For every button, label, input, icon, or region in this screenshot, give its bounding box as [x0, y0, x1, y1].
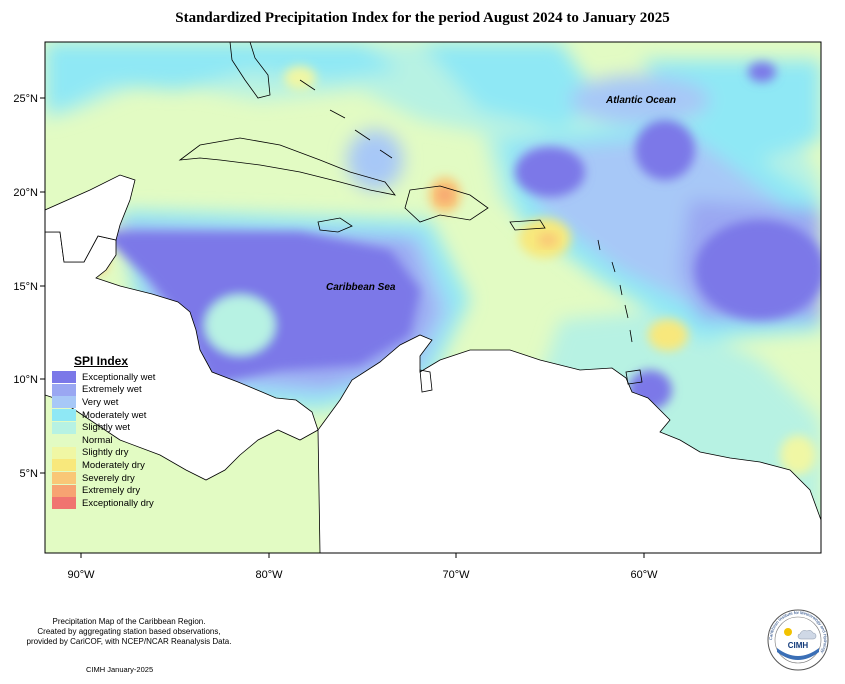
cloud-icon	[797, 630, 817, 640]
spi-map: 25°N 20°N 15°N 10°N 5°N 90°W 80°W 70°W 6…	[13, 41, 822, 581]
legend-item: Slightly dry	[52, 446, 212, 460]
legend-item: Moderately dry	[52, 459, 212, 472]
legend-item: Very wet	[52, 396, 212, 409]
spi-very-wet-cuba	[347, 130, 403, 190]
legend-item: Extremely dry	[52, 484, 212, 497]
lat-label-10: 10°N	[13, 374, 38, 386]
legend-swatch	[52, 459, 76, 472]
legend-item: Exceptionally dry	[52, 497, 212, 510]
label-caribbean-sea: Caribbean Sea	[326, 282, 396, 293]
island-cuba	[178, 137, 396, 196]
legend-label: Normal	[82, 434, 113, 446]
lon-label-80: 80°W	[255, 569, 283, 581]
lake-maracaibo	[419, 369, 433, 393]
map-frame	[44, 41, 822, 554]
spi-exceptionally-wet-ne	[748, 62, 776, 82]
legend-swatch	[52, 371, 76, 384]
legend-label: Extremely wet	[82, 384, 142, 396]
legend-label: Extremely dry	[82, 485, 141, 497]
legend-item: Exceptionally wet	[52, 371, 212, 384]
legend-item: Slightly wet	[52, 421, 212, 434]
legend-item: Extremely wet	[52, 383, 212, 397]
island-florida	[229, 42, 271, 99]
spi-dry-suriname	[780, 435, 816, 475]
land-central-america	[45, 231, 319, 481]
land-masses	[45, 174, 821, 553]
legend-item: Severely dry	[52, 472, 212, 485]
lon-label-70: 70°W	[442, 569, 470, 581]
legend-swatch	[52, 409, 76, 422]
spi-core-hispaniola	[437, 187, 453, 203]
legend-swatch	[52, 484, 76, 497]
legend-label: Slightly dry	[82, 447, 129, 459]
spi-moderately-wet-atlantic	[420, 42, 600, 130]
cimh-logo: CIMH Caribbean Institute for Meteorology…	[767, 609, 829, 671]
spi-moderately-wet-nw	[45, 42, 400, 110]
credit-line: provided by CariCOF, with NCEP/NCAR Rean…	[26, 637, 232, 646]
lat-label-20: 20°N	[13, 187, 38, 199]
spi-exceptionally-wet-east	[695, 220, 821, 320]
legend-label: Moderately wet	[82, 409, 147, 421]
legend-swatch	[52, 446, 76, 459]
legend: SPI Index Exceptionally wet Extremely wet…	[52, 354, 212, 510]
spi-exceptionally-wet-atlantic-b	[635, 120, 695, 180]
lat-axis: 25°N 20°N 15°N 10°N 5°N	[13, 93, 45, 480]
legend-title: SPI Index	[74, 354, 129, 368]
legend-label: Severely dry	[82, 472, 135, 484]
island-puerto-rico	[509, 219, 546, 231]
lon-axis: 90°W 80°W 70°W 60°W	[67, 553, 658, 581]
land-yucatan	[45, 174, 136, 263]
lon-label-60: 60°W	[630, 569, 658, 581]
legend-swatch	[52, 434, 76, 447]
logo-text: CIMH	[788, 641, 809, 650]
credit-date: CIMH January-2025	[86, 665, 154, 674]
legend-item: Moderately wet	[52, 409, 212, 422]
spi-core-puertorico	[538, 233, 558, 247]
legend-swatch	[52, 421, 76, 434]
lat-label-5: 5°N	[20, 468, 39, 480]
islands	[178, 42, 643, 393]
lon-label-90: 90°W	[67, 569, 95, 581]
legend-label: Slightly wet	[82, 422, 131, 434]
map-title: Standardized Precipitation Index for the…	[175, 10, 670, 26]
legend-swatch	[52, 383, 76, 396]
credit-line: Created by aggregating station based obs…	[37, 627, 221, 636]
spi-core-field	[88, 62, 821, 513]
spi-slightly-wet-central	[205, 295, 275, 355]
island-trinidad	[625, 369, 643, 385]
spi-dry-florida	[284, 66, 316, 90]
legend-label: Exceptionally wet	[82, 371, 156, 383]
credits: Precipitation Map of the Caribbean Regio…	[14, 617, 244, 647]
island-hispaniola	[404, 185, 489, 223]
island-bahamas	[299, 79, 393, 159]
land-south-america	[317, 334, 821, 553]
island-jamaica	[317, 217, 353, 233]
legend-label: Exceptionally dry	[82, 497, 154, 509]
lat-label-25: 25°N	[13, 93, 38, 105]
lat-label-15: 15°N	[13, 281, 38, 293]
spi-very-wet-atlantic	[570, 75, 710, 125]
legend-item: Normal	[52, 434, 212, 447]
credit-line: Precipitation Map of the Caribbean Regio…	[52, 617, 206, 626]
legend-label: Moderately dry	[82, 459, 145, 471]
legend-swatch	[52, 497, 76, 510]
sun-icon	[784, 628, 792, 636]
spi-dry-barbados	[648, 319, 688, 351]
legend-swatch	[52, 396, 76, 409]
legend-rows: Exceptionally wet Extremely wet Very wet Mo…	[52, 371, 212, 510]
label-atlantic-ocean: Atlantic Ocean	[605, 95, 676, 106]
legend-label: Very wet	[82, 396, 119, 408]
spi-exceptionally-wet-atlantic-a	[515, 147, 585, 197]
island-antilles	[597, 239, 633, 343]
legend-swatch	[52, 472, 76, 485]
